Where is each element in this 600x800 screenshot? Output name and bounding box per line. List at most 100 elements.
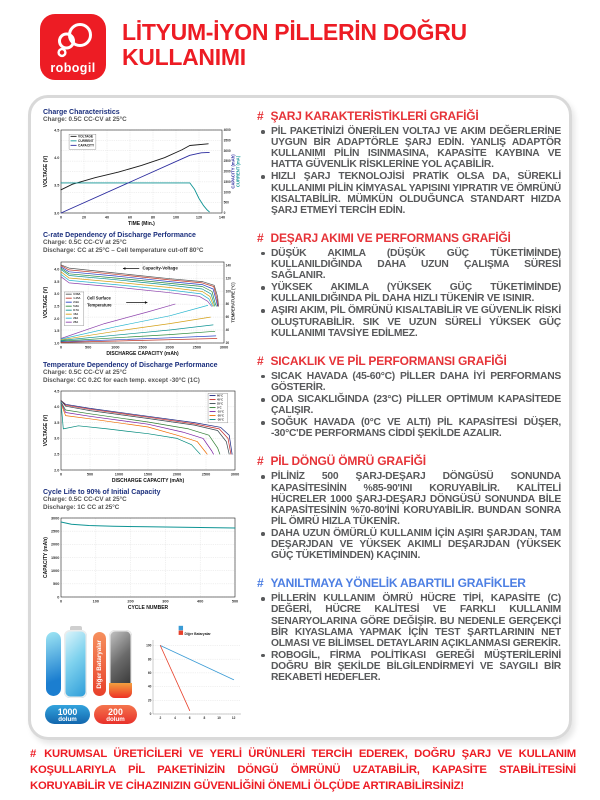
svg-text:2000: 2000 [224,170,231,174]
svg-text:VOLTAGE (V): VOLTAGE (V) [43,286,49,318]
section-5: # YANILTMAYA YÖNELİK ABARTILI GRAFİKLER Pİ… [257,576,561,683]
bullet-item: PİLİNİZ 500 ŞARJ-DEŞARJ DÖNGÜSÜ SONUNDA … [261,471,561,527]
section-hash: # [257,454,264,469]
svg-text:1000: 1000 [111,345,119,349]
svg-text:Diğer Bataryalar: Diğer Bataryalar [185,632,212,636]
bullet-item: ROBOGİL, FİRMA POLİTİKASI GEREĞİ MÜŞTERİ… [261,649,561,684]
section-3: # SICAKLIK VE PİL PERFORMANSI GRAFİĞİ SICA… [257,354,561,440]
svg-text:3000: 3000 [220,345,228,349]
svg-text:-30°C: -30°C [217,417,224,421]
svg-text:2.0: 2.0 [54,468,59,472]
svg-text:60: 60 [226,315,230,319]
robogil-bubbles-icon [57,23,92,58]
footer-note: # KURUMSAL ÜRETİCİLERİ VE YERLİ ÜRÜNLERİ … [30,747,576,794]
svg-text:20: 20 [148,699,152,703]
svg-text:CYCLE NUMBER: CYCLE NUMBER [128,605,169,610]
chart-subtitle: Discharge: CC 0.2C for each temp. except… [43,376,200,384]
svg-text:3.0: 3.0 [54,212,59,216]
svg-text:Temperature: Temperature [87,302,112,307]
svg-text:60: 60 [128,216,132,220]
svg-text:2.0: 2.0 [54,316,59,320]
svg-text:2000: 2000 [173,472,181,476]
svg-text:80: 80 [151,216,155,220]
svg-text:CAPACITY: CAPACITY [78,144,95,148]
svg-text:CURRENT: CURRENT [78,139,94,143]
section-bullets: PİLLERİN KULLANIM ÖMRÜ HÜCRE TİPİ, KAPAS… [257,593,561,683]
svg-text:1000: 1000 [115,472,123,476]
svg-text:0.58A: 0.58A [73,292,80,296]
svg-text:4.5: 4.5 [54,389,59,393]
svg-text:500: 500 [232,600,238,604]
chart-title-cycle: Cycle Life to 90% of Initial Capacity [43,488,161,496]
chart-plot-charge: 0 20 40 60 80 100 120 140 3.0 3.5 4.0 4.5 0 500 1000 15… [43,126,249,226]
svg-text:-10°C: -10°C [217,409,224,413]
section-hash: # [257,353,264,368]
title-line-2: KULLANIMI [122,44,246,71]
svg-text:20: 20 [226,341,230,345]
svg-text:3.0: 3.0 [54,292,59,296]
svg-text:VOLTAGE (V): VOLTAGE (V) [43,414,49,446]
charts-column: Charge Characteristics Charge: 0.5C CC-CV… [43,109,249,731]
svg-text:Capacity-Voltage: Capacity-Voltage [143,265,179,270]
chart-svg-tempdep: 0 500 1000 1500 2000 2500 3000 2.0 2.5 3.0 3.5 4.0 4… [43,389,239,483]
page-title: LİTYUM-İYON PİLLERİN DOĞRU KULLANIMI [122,19,467,71]
other-batteries-capsule: Diğer Bataryalar [93,632,106,697]
section-4: # PİL DÖNGÜ ÖMRÜ GRAFİĞİ PİLİNİZ 500 ŞARJ-… [257,454,561,561]
bullet-item: PİLLERİN KULLANIM ÖMRÜ HÜCRE TİPİ, KAPAS… [261,593,561,649]
svg-text:TEMPERATURE (°C): TEMPERATURE (°C) [231,281,236,322]
svg-text:3500: 3500 [224,139,231,143]
svg-text:4000: 4000 [224,128,231,132]
svg-text:100: 100 [226,289,232,293]
svg-text:4.0: 4.0 [54,267,59,271]
svg-text:0: 0 [224,211,226,215]
chart-block-tempdep: Temperature Dependency of Discharge Perf… [43,362,249,483]
svg-text:8: 8 [203,716,205,720]
svg-text:100: 100 [173,216,179,220]
section-heading-3: # SICAKLIK VE PİL PERFORMANSI GRAFİĞİ [257,354,561,368]
content-card: Charge Characteristics Charge: 0.5C CC-CV… [28,95,572,740]
low-charge-fill [109,683,132,699]
chart-svg-crate: 0 500 1000 1500 2000 2500 3000 1.0 1.5 2.0 2.5 3.0 3… [43,261,236,356]
chart-plot-crate: 0 500 1000 1500 2000 2500 3000 1.0 1.5 2.0 2.5 3.0 3… [43,258,249,356]
section-heading-4: # PİL DÖNGÜ ÖMRÜ GRAFİĞİ [257,454,561,468]
svg-text:TIME (Min.): TIME (Min.) [128,221,155,226]
svg-text:1000: 1000 [224,191,231,195]
svg-text:12: 12 [232,716,236,720]
title-line-1: LİTYUM-İYON PİLLERİN DOĞRU [122,19,467,45]
svg-text:20: 20 [82,216,86,220]
bullet-item: ODA SICAKLIĞINDA (23°C) PİLLER OPTİMUM K… [261,393,561,417]
bullet-item: PİL PAKETİNİZİ ÖNERİLEN VOLTAJ VE AKIM D… [261,126,561,171]
good-battery-badge-value: 1000 [57,706,78,717]
good-battery-badge: 1000 dolum [45,705,90,725]
svg-text:3000: 3000 [224,149,231,153]
bullet-item: DAHA UZUN ÖMÜRLÜ KULLANIM İÇİN AŞIRI ŞAR… [261,527,561,562]
footer-hash: # [30,748,37,760]
robogil-logo: robogil [40,14,106,80]
svg-text:4: 4 [174,716,176,720]
svg-text:0: 0 [60,600,62,604]
svg-text:45°C: 45°C [217,397,223,401]
bullet-item: HIZLI ŞARJ TEKNOLOJİSİ PRATİK OLSA DA, S… [261,171,561,216]
blue-capsule [46,632,61,697]
svg-text:200: 200 [127,600,133,604]
other-battery-badge-value: 200 [108,706,123,717]
svg-text:80: 80 [148,658,152,662]
chart-svg-mini: 2 4 6 8 10 12 0 20 40 60 80 100 Diğer Bataryalar [146,626,241,720]
svg-text:1500: 1500 [144,472,152,476]
svg-text:500: 500 [224,201,230,205]
svg-text:0: 0 [60,216,62,220]
svg-text:120: 120 [196,216,202,220]
svg-text:2.9A: 2.9A [73,300,79,304]
bullet-item: SICAK HAVADA (45-60°C) PİLLER DAHA İYİ P… [261,370,561,393]
svg-text:2500: 2500 [202,472,210,476]
chart-plot-cycle: 0 100 200 300 400 500 0 500 1000 1500 2000 2500 3000… [43,514,249,611]
svg-text:1500: 1500 [138,345,146,349]
chart-block-charge: Charge Characteristics Charge: 0.5C CC-CV… [43,109,249,226]
svg-text:500: 500 [85,345,91,349]
svg-text:40: 40 [105,216,109,220]
svg-text:3.5: 3.5 [54,421,59,425]
svg-text:4.0: 4.0 [54,156,59,160]
svg-text:60°C: 60°C [217,393,223,397]
svg-text:VOLTAGE (V): VOLTAGE (V) [43,156,49,188]
